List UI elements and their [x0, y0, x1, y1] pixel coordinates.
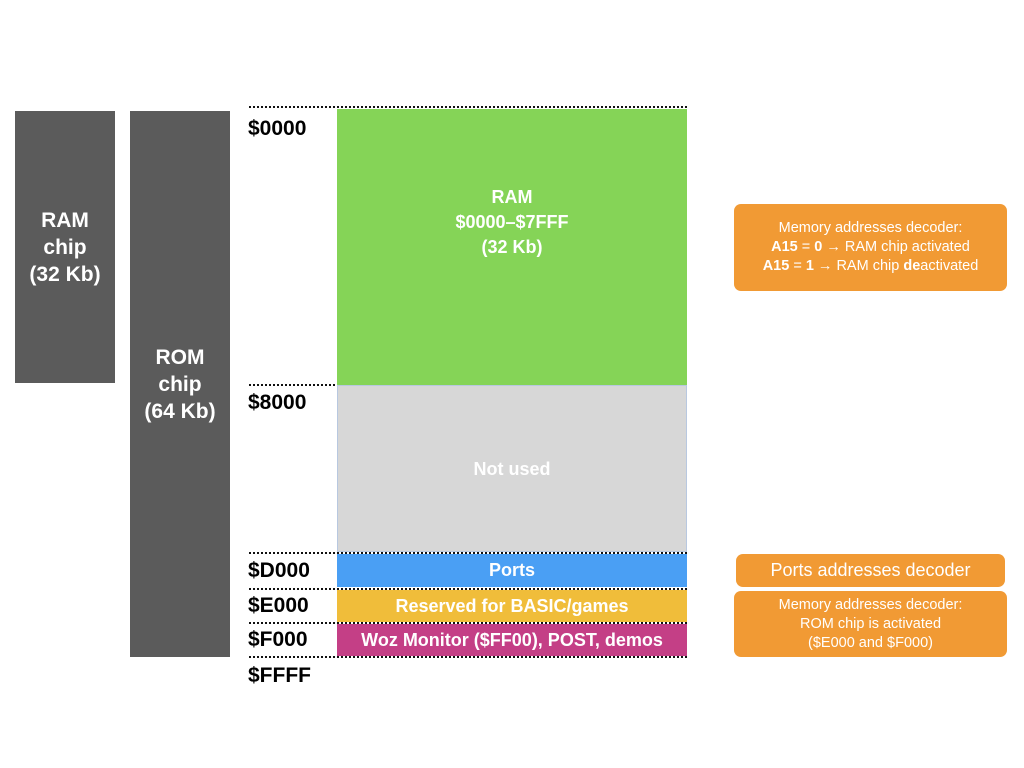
region-ports: Ports — [337, 554, 687, 587]
note-memory-decoder-rom: Memory addresses decoder: ROM chip is ac… — [734, 591, 1007, 657]
region-ram: RAM $0000–$7FFF (32 Kb) — [337, 109, 687, 385]
region-ram-label: RAM $0000–$7FFF (32 Kb) — [455, 186, 569, 257]
note-memory-decoder-ram: Memory addresses decoder: A15 = 0 → RAM … — [734, 204, 1007, 291]
ram-chip-block: RAM chip (32 Kb) — [15, 111, 115, 383]
note-ports-decoder-label: Ports addresses decoder — [770, 560, 971, 580]
boundary-d000 — [249, 552, 687, 554]
a15-label: A15 — [762, 258, 790, 274]
boundary-f000 — [249, 622, 687, 624]
address-label-e000: $E000 — [248, 594, 309, 617]
de-prefix: de — [903, 258, 921, 274]
equals-text: = — [789, 258, 806, 274]
note-ports-decoder: Ports addresses decoder — [736, 554, 1005, 587]
ram-activated-text: → RAM chip activated — [822, 239, 970, 255]
address-label-ffff: $FFFF — [248, 664, 311, 687]
region-not-used: Not used — [337, 385, 687, 552]
region-basic-label: Reserved for BASIC/games — [395, 595, 629, 616]
region-not-used-label: Not used — [473, 459, 551, 479]
ram-chip-text: → RAM chip — [813, 258, 904, 274]
address-label-d000: $D000 — [248, 559, 310, 582]
note-memory-decoder-title: Memory addresses decoder: — [778, 220, 963, 236]
note-rom-decoder-line2: ROM chip is activated — [799, 616, 942, 632]
boundary-e000 — [249, 588, 687, 590]
region-ports-label: Ports — [488, 560, 535, 580]
rom-chip-block: ROM chip (64 Kb) — [130, 111, 230, 657]
note-memory-decoder-line-a15-1: A15 = 1 → RAM chip deactivated — [734, 257, 1007, 276]
note-rom-decoder-title: Memory addresses decoder: — [778, 597, 963, 613]
region-woz-monitor-label: Woz Monitor ($FF00), POST, demos — [361, 629, 663, 650]
boundary-0000 — [249, 106, 687, 108]
region-basic: Reserved for BASIC/games — [337, 590, 687, 622]
region-woz-monitor: Woz Monitor ($FF00), POST, demos — [337, 624, 687, 656]
note-rom-decoder-line3: ($E000 and $F000) — [808, 635, 933, 651]
equals-text: = — [797, 239, 815, 255]
rom-chip-label: ROM chip (64 Kb) — [144, 345, 216, 423]
activated-text: activated — [920, 258, 979, 274]
address-label-f000: $F000 — [248, 628, 308, 651]
boundary-ffff — [249, 656, 687, 658]
ram-chip-label: RAM chip (32 Kb) — [29, 208, 101, 286]
bit-value-0: 0 — [814, 239, 823, 255]
address-label-0000: $0000 — [248, 117, 307, 140]
a15-label: A15 — [771, 239, 798, 255]
bit-value-1: 1 — [805, 258, 814, 274]
address-label-8000: $8000 — [248, 391, 307, 414]
note-memory-decoder-line-a15-0: A15 = 0 → RAM chip activated — [734, 238, 1007, 257]
